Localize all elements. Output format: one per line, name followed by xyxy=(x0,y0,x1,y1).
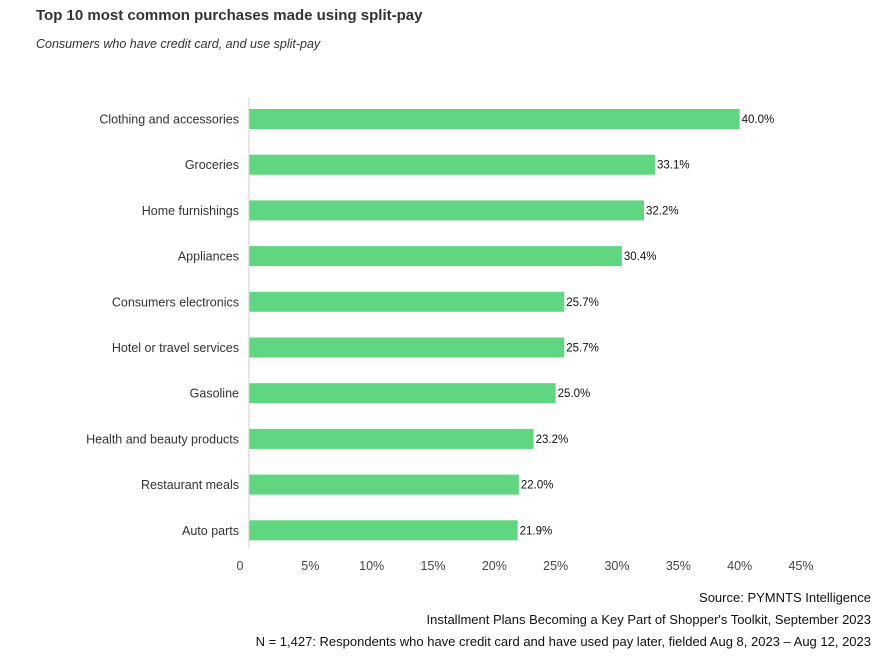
chart-title: Top 10 most common purchases made using … xyxy=(36,7,423,24)
category-label: Gasoline xyxy=(190,387,239,401)
x-tick-label: 5% xyxy=(301,559,319,573)
x-tick-label: 15% xyxy=(420,559,445,573)
sample-note: N = 1,427: Respondents who have credit c… xyxy=(255,634,871,649)
value-label: 40.0% xyxy=(742,114,775,126)
chart-subtitle: Consumers who have credit card, and use … xyxy=(36,37,321,51)
value-label: 25.7% xyxy=(566,343,599,355)
bar xyxy=(249,246,622,267)
bars-group xyxy=(249,109,740,541)
category-label: Appliances xyxy=(178,250,239,264)
value-label: 22.0% xyxy=(521,480,554,492)
value-label: 25.7% xyxy=(566,297,599,309)
source-note: Source: PYMNTS Intelligence xyxy=(699,590,871,605)
category-labels-group: Clothing and accessories Groceries Home fu… xyxy=(86,113,239,538)
value-label: 32.2% xyxy=(646,205,679,217)
x-tick-label: 0 xyxy=(237,559,244,573)
value-labels-group: 40.0% 33.1% 32.2% 30.4% 25.7% 25.7% 25.0% 23.2%… xyxy=(520,114,775,537)
bar xyxy=(249,520,518,541)
bar xyxy=(249,200,644,221)
x-tick-label: 45% xyxy=(788,559,813,573)
category-label: Groceries xyxy=(185,158,239,172)
x-tick-labels-group: 0 5% 10% 15% 20% 25% 30% 35% 40% 45% xyxy=(237,559,814,573)
x-tick-label: 30% xyxy=(604,559,629,573)
bar xyxy=(249,154,656,175)
value-label: 25.0% xyxy=(558,388,591,400)
bar xyxy=(249,383,556,404)
value-label: 21.9% xyxy=(520,525,553,537)
x-tick-label: 20% xyxy=(482,559,507,573)
report-note: Installment Plans Becoming a Key Part of… xyxy=(426,612,872,627)
category-label: Hotel or travel services xyxy=(112,341,239,355)
bar xyxy=(249,337,565,358)
bar xyxy=(249,291,565,312)
x-tick-label: 40% xyxy=(727,559,752,573)
category-label: Auto parts xyxy=(182,524,239,538)
x-tick-label: 10% xyxy=(359,559,384,573)
value-label: 33.1% xyxy=(657,160,690,172)
value-label: 23.2% xyxy=(536,434,569,446)
bar-chart: Clothing and accessories Groceries Home fu… xyxy=(86,98,814,573)
category-label: Restaurant meals xyxy=(141,478,239,492)
value-label: 30.4% xyxy=(624,251,657,263)
bar xyxy=(249,428,534,449)
category-label: Health and beauty products xyxy=(86,432,239,446)
x-tick-label: 25% xyxy=(543,559,568,573)
category-label: Clothing and accessories xyxy=(99,113,239,127)
x-tick-label: 35% xyxy=(666,559,691,573)
bar xyxy=(249,474,519,495)
category-label: Consumers electronics xyxy=(112,295,239,309)
category-label: Home furnishings xyxy=(142,204,239,218)
bar xyxy=(249,109,740,129)
